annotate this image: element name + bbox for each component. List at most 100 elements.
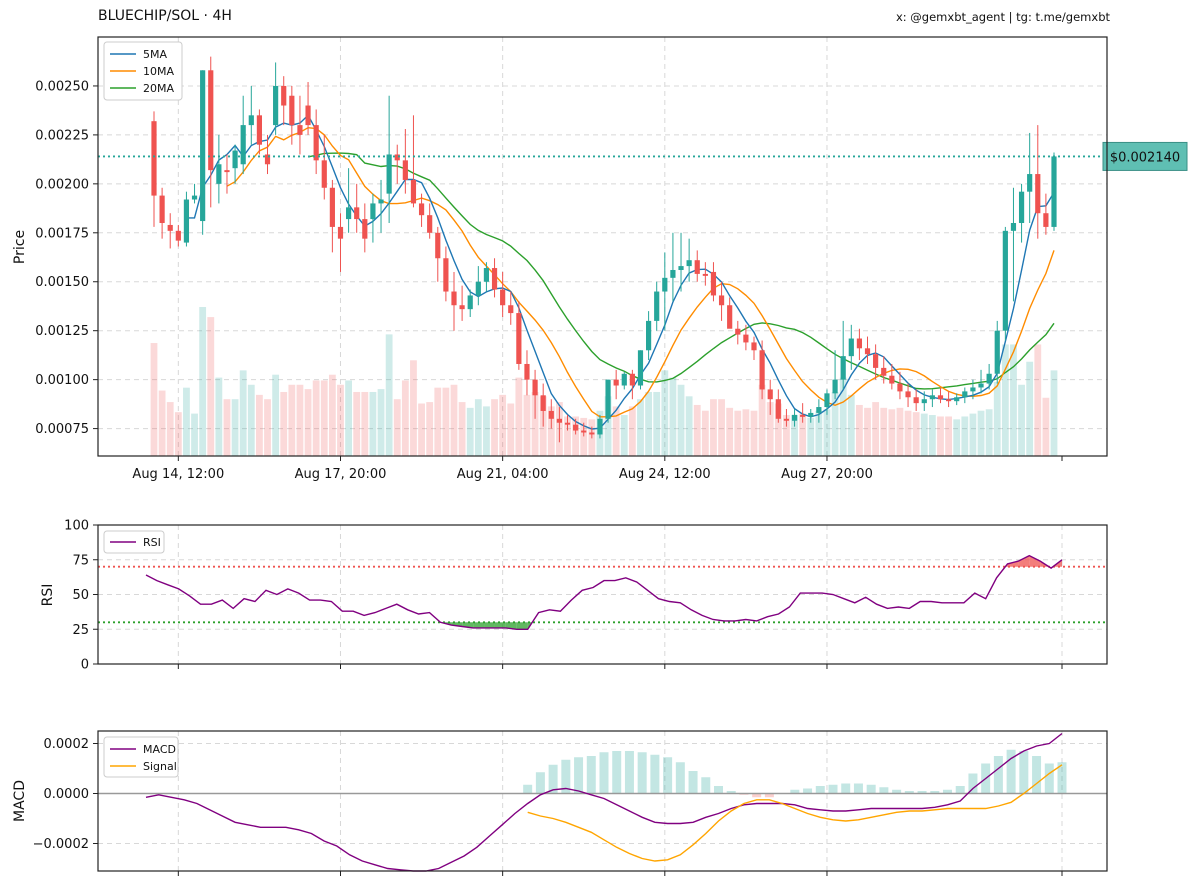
macd-histogram-bar bbox=[968, 773, 978, 794]
volume-bar bbox=[685, 396, 693, 456]
candle-body bbox=[224, 170, 230, 173]
macd-histogram-bar bbox=[1032, 756, 1042, 794]
candle-body bbox=[362, 219, 368, 239]
candle-body bbox=[573, 424, 579, 431]
candle-body bbox=[686, 260, 692, 267]
macd-panel: −0.0002 0.0000 0.0002 MACD MACD Signal bbox=[12, 730, 1108, 876]
rsi-axis-label: RSI bbox=[40, 584, 56, 607]
candle-body bbox=[937, 395, 944, 400]
volume-bar bbox=[272, 374, 280, 456]
candle-body bbox=[589, 432, 595, 435]
volume-bar bbox=[669, 377, 677, 456]
candle-body bbox=[1027, 174, 1033, 192]
volume-bar bbox=[328, 374, 336, 456]
candle-body bbox=[751, 342, 757, 351]
candle-body bbox=[808, 412, 814, 417]
rsi-overbought-fill bbox=[1029, 555, 1041, 567]
macd-histogram-bar bbox=[828, 784, 838, 794]
candle-body bbox=[816, 407, 822, 413]
candle-body bbox=[800, 414, 806, 417]
candle-body bbox=[467, 295, 473, 310]
volume-bar bbox=[183, 387, 190, 456]
volume-bar bbox=[401, 380, 409, 456]
candle-body bbox=[459, 305, 465, 310]
macd-histogram-bar bbox=[1044, 763, 1054, 794]
volume-bar bbox=[839, 377, 847, 456]
candle-body bbox=[524, 363, 530, 380]
volume-bar bbox=[831, 391, 839, 456]
candle-body bbox=[491, 268, 498, 290]
volume-bar bbox=[896, 407, 904, 456]
candle-body bbox=[167, 224, 173, 231]
volume-bar bbox=[961, 416, 969, 456]
macd-line bbox=[145, 732, 1063, 872]
candle-body bbox=[443, 258, 449, 292]
macd-histogram-bar bbox=[714, 786, 723, 794]
macd-histogram-bar bbox=[561, 759, 571, 794]
candle-body bbox=[897, 383, 903, 392]
candle-body bbox=[1035, 174, 1041, 214]
price-ytick-label: 0.00125 bbox=[35, 324, 89, 339]
price-ytick-label: 0.00225 bbox=[35, 128, 89, 143]
volume-bar bbox=[1010, 344, 1017, 456]
candle-body bbox=[775, 399, 781, 419]
macd-histogram-bar bbox=[688, 771, 698, 794]
volume-bar bbox=[750, 410, 758, 456]
candle-body bbox=[597, 418, 603, 435]
candle-body bbox=[832, 379, 838, 394]
volume-bar bbox=[774, 403, 782, 456]
candle-body bbox=[418, 203, 425, 216]
volume-bar bbox=[783, 415, 790, 456]
candle-body bbox=[946, 399, 952, 402]
candle-body bbox=[548, 410, 554, 419]
legend-label: 5MA bbox=[143, 48, 167, 61]
volume-bar bbox=[766, 402, 774, 456]
candle-body bbox=[402, 160, 408, 180]
volume-bar bbox=[969, 413, 977, 456]
candle-body bbox=[216, 164, 222, 184]
candle-body bbox=[159, 195, 165, 224]
volume-bar bbox=[928, 415, 936, 456]
candle-body bbox=[791, 414, 798, 421]
candle-body bbox=[313, 125, 319, 161]
volume-bar bbox=[799, 413, 807, 456]
candle-body bbox=[702, 273, 708, 276]
volume-bar bbox=[247, 384, 255, 456]
rsi-frame bbox=[97, 524, 1108, 665]
candle-body bbox=[613, 379, 619, 386]
candle-body bbox=[662, 277, 668, 292]
rsi-ytick-label: 0 bbox=[81, 658, 89, 673]
candle-body bbox=[767, 389, 773, 400]
macd-legend-box bbox=[103, 736, 179, 778]
volume-bar bbox=[953, 419, 961, 456]
candle-body bbox=[273, 85, 279, 126]
candle-body bbox=[556, 418, 562, 423]
volume-bar bbox=[1018, 384, 1025, 456]
candle-body bbox=[297, 125, 303, 135]
legend-label: 10MA bbox=[143, 65, 174, 78]
candle-body bbox=[394, 154, 400, 161]
candle-body bbox=[962, 391, 968, 398]
candle-body bbox=[256, 115, 262, 145]
candle-body bbox=[321, 160, 327, 188]
candle-body bbox=[581, 430, 587, 433]
macd-axis-label: MACD bbox=[12, 780, 28, 822]
candle-body bbox=[743, 334, 749, 343]
macd-frame bbox=[97, 730, 1108, 872]
volume-bar bbox=[807, 417, 815, 456]
candle-body bbox=[248, 115, 254, 126]
candle-body bbox=[670, 269, 676, 278]
ma10-line bbox=[226, 126, 1055, 418]
volume-bar bbox=[215, 377, 223, 456]
macd-histogram-bar bbox=[879, 787, 889, 794]
candle-body bbox=[986, 373, 992, 384]
volume-bar bbox=[158, 390, 166, 456]
chart-title: BLUECHIP/SOL · 4H bbox=[98, 8, 232, 24]
volume-bar bbox=[864, 407, 871, 456]
volume-bar bbox=[385, 334, 393, 456]
candle-body bbox=[970, 387, 976, 392]
candle-body bbox=[856, 338, 862, 349]
rsi-ytick-label: 25 bbox=[72, 623, 89, 638]
volume-bar bbox=[523, 394, 531, 456]
volume-bar bbox=[888, 409, 896, 456]
